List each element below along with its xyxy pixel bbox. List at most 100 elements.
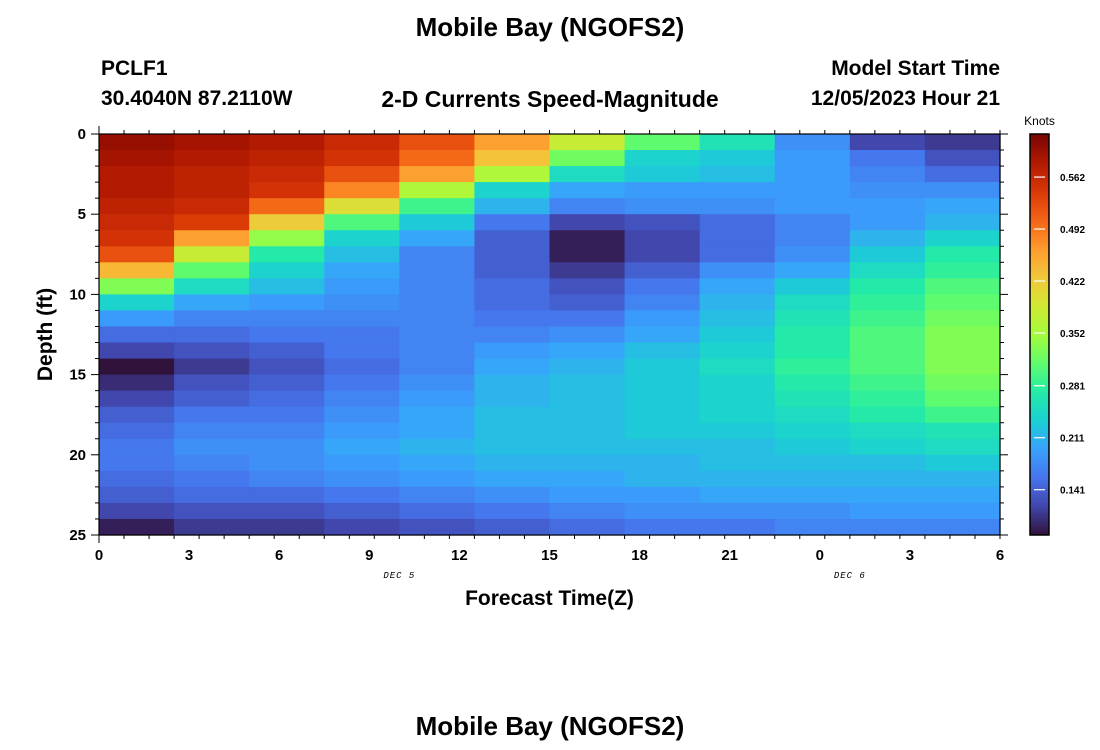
heatmap-cell [474, 518, 551, 536]
heatmap-cell [399, 198, 476, 215]
heatmap-cell [99, 246, 175, 263]
heatmap-cell [399, 486, 476, 504]
heatmap-cell [549, 390, 626, 408]
heatmap-cell [774, 182, 851, 199]
heatmap-cell [324, 342, 400, 360]
heatmap-cell [99, 518, 175, 536]
heatmap-cell [624, 214, 701, 231]
heatmap-cell [174, 198, 250, 215]
heatmap-cell [774, 294, 851, 312]
heatmap-cell [849, 374, 926, 392]
heatmap-cell [924, 454, 1001, 472]
heatmap-cell [774, 358, 851, 376]
heatmap-cell [849, 294, 926, 312]
heatmap-cell [474, 390, 551, 408]
heatmap-cell [249, 470, 325, 488]
heatmap-cell [99, 390, 175, 408]
heatmap-cell [474, 246, 551, 263]
heatmap-cell [249, 278, 325, 295]
heatmap-cell [699, 342, 776, 360]
heatmap-cell [774, 326, 851, 344]
heatmap-cell [399, 358, 476, 376]
heatmap-cell [699, 326, 776, 344]
heatmap-cell [249, 342, 325, 360]
heatmap-cell [324, 406, 400, 424]
heatmap-cell [849, 198, 926, 215]
heatmap-cell [324, 518, 400, 536]
heatmap-cell [249, 486, 325, 504]
x-date-label: DEC 6 [834, 571, 866, 581]
heatmap-cell [549, 470, 626, 488]
heatmap-cell [624, 502, 701, 520]
heatmap-cell [99, 502, 175, 520]
heatmap-cell [774, 134, 851, 151]
heatmap-cell [849, 342, 926, 360]
heatmap-cell [399, 342, 476, 360]
heatmap-cell [99, 294, 175, 312]
heatmap-cell [474, 470, 551, 488]
heatmap-cell [399, 262, 476, 279]
heatmap-cell [849, 246, 926, 263]
heatmap-cell [399, 294, 476, 312]
heatmap-cell [849, 214, 926, 231]
heatmap-cell [774, 470, 851, 488]
heatmap-cell [174, 342, 250, 360]
heatmap-cell [849, 262, 926, 279]
heatmap-cell [549, 198, 626, 215]
heatmap-cell [699, 470, 776, 488]
heatmap-cell [699, 294, 776, 312]
heatmap-cell [399, 326, 476, 344]
heatmap-cell [774, 166, 851, 183]
heatmap-cell [324, 438, 400, 456]
heatmap-cell [774, 406, 851, 424]
heatmap-cell [474, 502, 551, 520]
heatmap-cell [99, 230, 175, 247]
heatmap-cell [249, 326, 325, 344]
heatmap-cell [174, 294, 250, 312]
heatmap-cell [924, 310, 1001, 328]
heatmap-cell [624, 454, 701, 472]
heatmap-cell [774, 454, 851, 472]
heatmap-cell [624, 294, 701, 312]
heatmap-cell [249, 214, 325, 231]
heatmap-cell [849, 454, 926, 472]
heatmap-cell [699, 246, 776, 263]
heatmap-cell [399, 278, 476, 295]
heatmap-cell [699, 486, 776, 504]
heatmap-cell [99, 470, 175, 488]
heatmap-cell [624, 182, 701, 199]
heatmap-cell [624, 342, 701, 360]
heatmap-cell [399, 166, 476, 183]
heatmap-cell [324, 454, 400, 472]
heatmap-cell [474, 358, 551, 376]
heatmap-cell [849, 150, 926, 167]
heatmap-cell [474, 278, 551, 295]
heatmap-cell [849, 438, 926, 456]
heatmap-cell [849, 134, 926, 151]
heatmap-cell [924, 214, 1001, 231]
heatmap-cell [699, 198, 776, 215]
heatmap-cell [699, 422, 776, 440]
heatmap-cell [924, 230, 1001, 247]
heatmap-cell [474, 342, 551, 360]
heatmap-cell [174, 454, 250, 472]
colorbar-gradient [1029, 133, 1050, 536]
x-tick-label: 3 [906, 547, 914, 564]
heatmap-cell [924, 182, 1001, 199]
heatmap-cell [849, 326, 926, 344]
heatmap-cell [924, 422, 1001, 440]
colorbar-tick-label: 0.281 [1060, 382, 1085, 393]
heatmap-cell [699, 262, 776, 279]
y-tick-label: 20 [69, 447, 86, 464]
heatmap-cell [249, 182, 325, 199]
heatmap-cell [324, 230, 400, 247]
heatmap-cell [699, 278, 776, 295]
heatmap-cell [174, 182, 250, 199]
heatmap-cell [174, 390, 250, 408]
heatmap-cell [549, 166, 626, 183]
heatmap-cell [174, 406, 250, 424]
heatmap-cell [924, 406, 1001, 424]
heatmap-cell [624, 374, 701, 392]
heatmap-cell [849, 358, 926, 376]
